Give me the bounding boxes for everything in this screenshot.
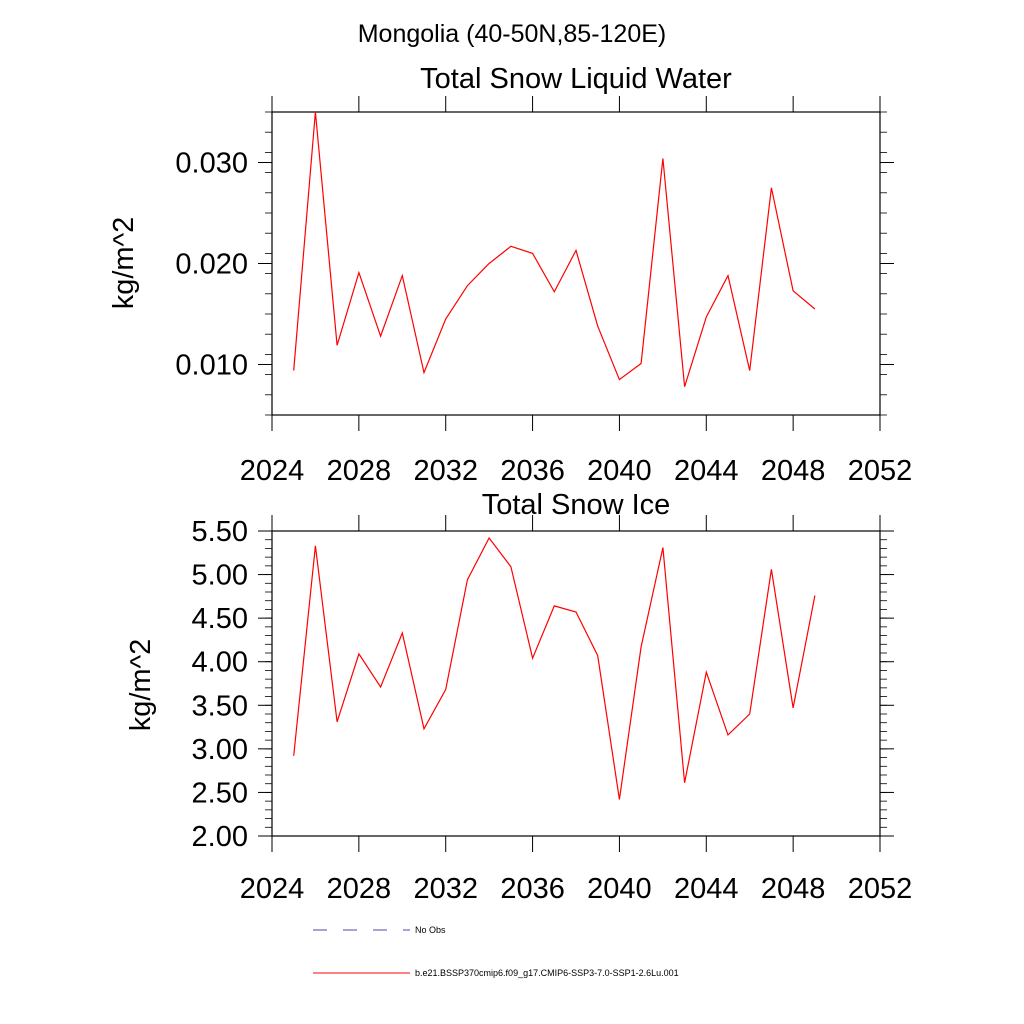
y-tick-label: 3.00 (192, 734, 248, 766)
x-tick-label: 2040 (587, 455, 652, 487)
x-tick-label: 2052 (848, 873, 913, 905)
y-axis-label: kg/m^2 (108, 217, 140, 310)
legend: No Obs b.e21.BSSP370cmip6.f09_g17.CMIP6-… (313, 925, 679, 978)
series-line (293, 111, 816, 387)
x-tick-label: 2024 (240, 873, 305, 905)
y-tick-label: 0.030 (175, 148, 248, 180)
y-tick-label: 4.50 (192, 603, 248, 635)
chart-panel-snow-ice: Total Snow Ice kg/m^2 2024 2028 2032 2036 20… (125, 489, 912, 905)
x-tick-label: 2052 (848, 455, 913, 487)
y-tick-label: 0.010 (175, 350, 248, 382)
chart-panel-snow-liquid-water: Total Snow Liquid Water kg/m^2 2024 2028 2… (108, 63, 912, 487)
x-tick-label: 2028 (327, 873, 392, 905)
y-tick-label: 5.00 (192, 560, 248, 592)
figure-suptitle: Mongolia (40-50N,85-120E) (358, 20, 667, 48)
chart-title: Total Snow Ice (482, 489, 671, 521)
y-tick-label: 2.00 (192, 821, 248, 853)
x-tick-label: 2032 (413, 455, 478, 487)
plot-frame (271, 530, 881, 837)
x-tick-label: 2044 (674, 455, 739, 487)
x-tick-label: 2040 (587, 873, 652, 905)
x-tick-label: 2032 (413, 873, 478, 905)
legend-label-model: b.e21.BSSP370cmip6.f09_g17.CMIP6-SSP3-7.… (415, 968, 679, 978)
x-tick-label: 2048 (761, 873, 826, 905)
plot-area: 2024 2028 2032 2036 2040 2044 2048 2052 0.010 0.0… (175, 96, 912, 487)
y-tick-label: 4.00 (192, 647, 248, 679)
x-tick-label: 2048 (761, 455, 826, 487)
x-tick-label: 2036 (500, 455, 565, 487)
legend-label-no-obs: No Obs (415, 925, 446, 935)
plot-area: 2024 2028 2032 2036 2040 2044 2048 2052 2.00 2.50… (192, 515, 913, 905)
x-tick-label: 2036 (500, 873, 565, 905)
y-tick-label: 0.020 (175, 249, 248, 281)
x-tick-label: 2024 (240, 455, 305, 487)
chart-title: Total Snow Liquid Water (420, 63, 732, 95)
series-line (293, 536, 816, 800)
y-tick-label: 3.50 (192, 690, 248, 722)
x-tick-label: 2028 (327, 455, 392, 487)
x-tick-label: 2044 (674, 873, 739, 905)
y-tick-label: 5.50 (192, 516, 248, 548)
y-axis-label: kg/m^2 (125, 639, 157, 732)
plot-frame (271, 111, 881, 416)
y-tick-label: 2.50 (192, 777, 248, 809)
